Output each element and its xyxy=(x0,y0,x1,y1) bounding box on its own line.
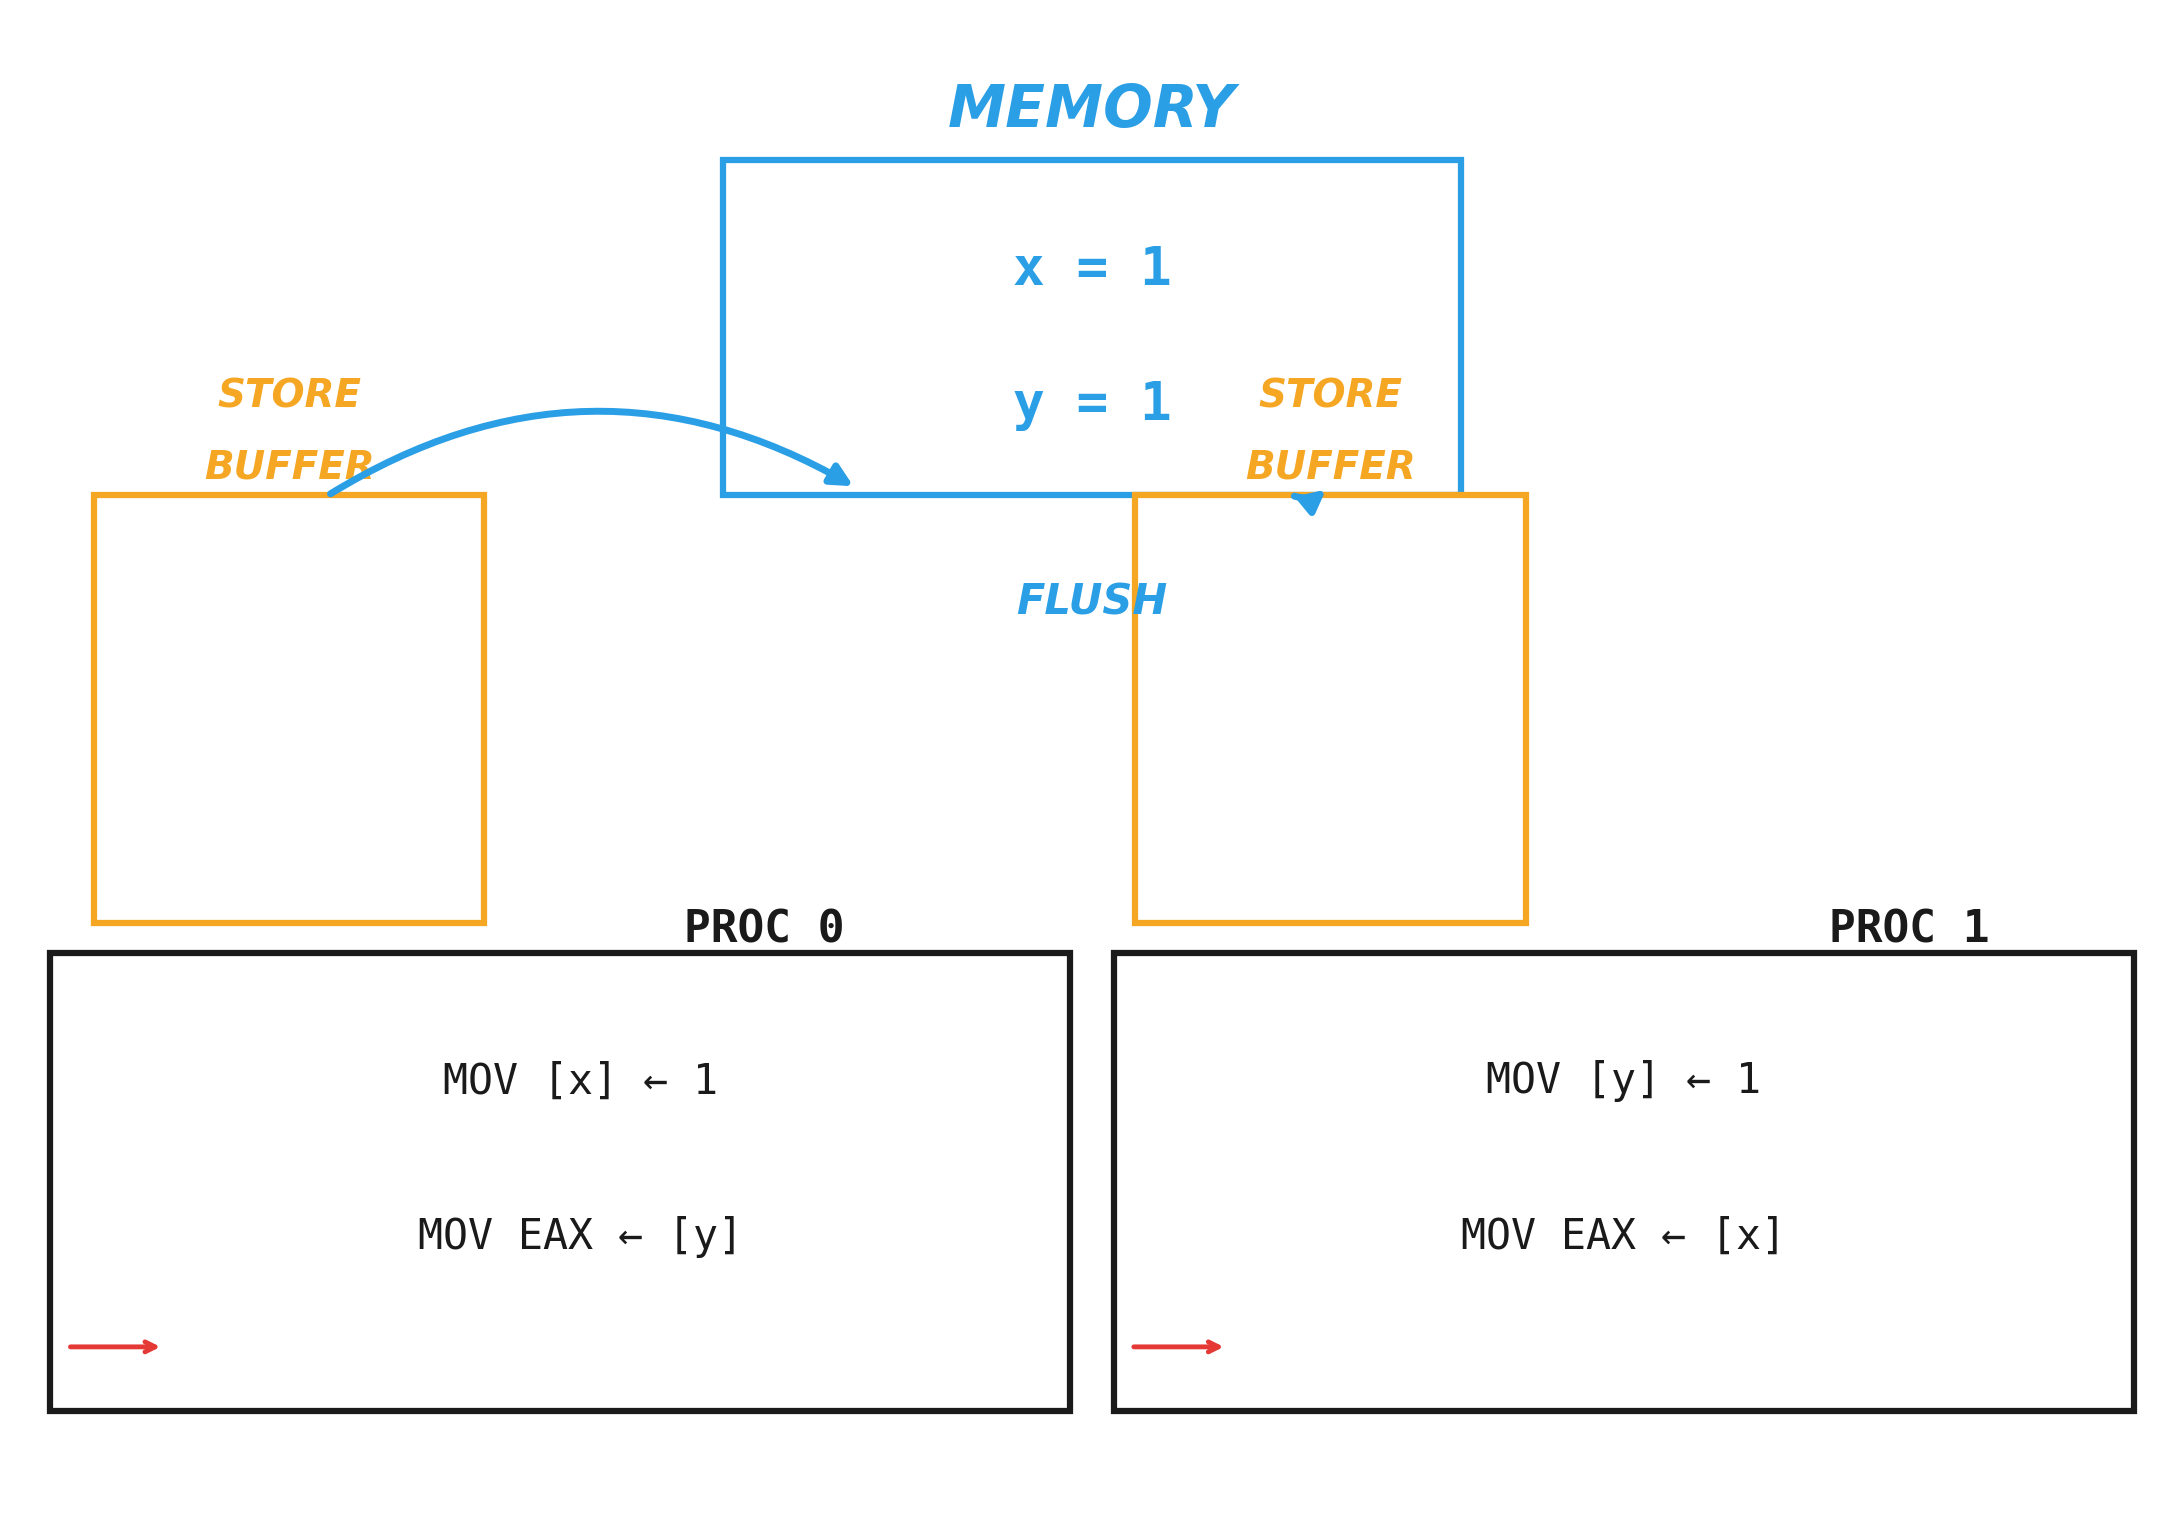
Text: BUFFER: BUFFER xyxy=(1245,448,1415,487)
Bar xyxy=(50,953,1070,1411)
Text: BUFFER: BUFFER xyxy=(203,448,373,487)
Text: STORE: STORE xyxy=(1258,377,1402,416)
Text: MOV [y] ← 1: MOV [y] ← 1 xyxy=(1485,1061,1760,1103)
Text: PROC 1: PROC 1 xyxy=(1828,909,1990,952)
Text: MOV [x] ← 1: MOV [x] ← 1 xyxy=(443,1061,719,1103)
Text: x = 1: x = 1 xyxy=(1013,245,1171,296)
FancyArrowPatch shape xyxy=(330,411,847,494)
Bar xyxy=(94,496,485,922)
Text: MOV EAX ← [x]: MOV EAX ← [x] xyxy=(1461,1217,1787,1258)
Text: FLUSH: FLUSH xyxy=(1016,581,1168,624)
Text: MOV EAX ← [y]: MOV EAX ← [y] xyxy=(417,1217,743,1258)
FancyArrowPatch shape xyxy=(1295,494,1319,513)
Text: PROC 0: PROC 0 xyxy=(684,909,845,952)
Text: STORE: STORE xyxy=(216,377,360,416)
Bar xyxy=(723,160,1461,496)
Text: y = 1: y = 1 xyxy=(1013,379,1171,431)
Text: MEMORY: MEMORY xyxy=(948,82,1236,139)
Bar xyxy=(1136,496,1527,922)
Bar xyxy=(1114,953,2134,1411)
